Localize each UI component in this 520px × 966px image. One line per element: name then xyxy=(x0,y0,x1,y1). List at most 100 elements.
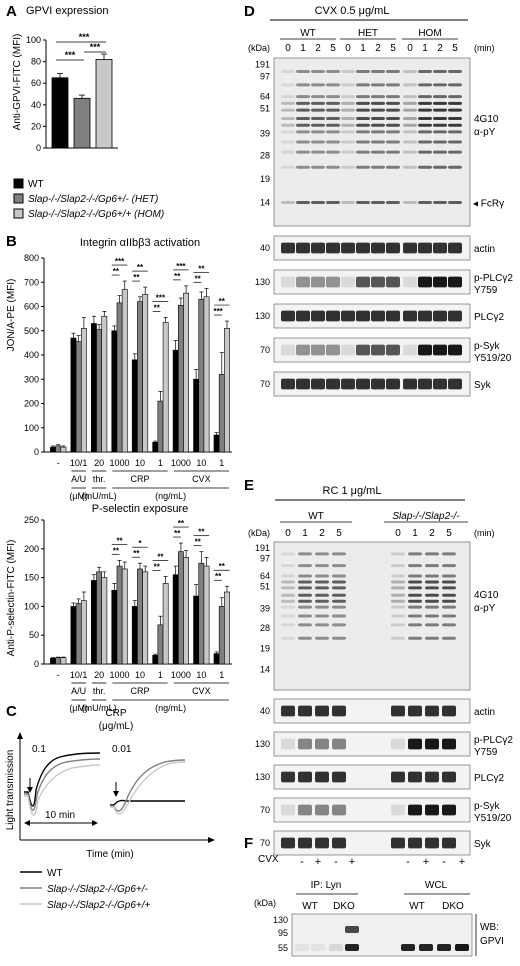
band-main xyxy=(298,574,312,578)
bar xyxy=(218,606,225,665)
band-strip xyxy=(326,242,340,254)
category-label: 1000 xyxy=(171,670,191,680)
band-strip xyxy=(298,837,312,849)
strip-label: Y519/20 xyxy=(474,813,512,824)
unit-label: (mU/mL) xyxy=(82,491,117,501)
band-main xyxy=(281,614,295,618)
band-main xyxy=(371,101,385,105)
band-strip xyxy=(433,310,447,322)
panel-a-ylabel: Anti-GPVI-FITC (MFI) xyxy=(12,34,23,131)
band-fcr xyxy=(386,200,400,204)
strip-mw: 40 xyxy=(260,706,270,716)
bar xyxy=(111,589,118,665)
time-label: 0 xyxy=(285,43,291,54)
bar xyxy=(183,292,189,453)
sig-marker: *** xyxy=(176,262,186,271)
group-label: CRP xyxy=(130,474,149,484)
band-main xyxy=(315,599,329,603)
band-main xyxy=(371,150,385,154)
band-strip xyxy=(386,242,400,254)
band-strip xyxy=(311,242,325,254)
category-label: 10 xyxy=(196,458,206,468)
band-main xyxy=(281,605,295,609)
band-main xyxy=(296,130,310,134)
band-main xyxy=(371,69,385,73)
tick-label-a: 20 xyxy=(31,121,41,131)
band-main xyxy=(281,593,295,597)
band-fcr xyxy=(341,200,355,204)
bar xyxy=(96,329,103,453)
band-strip xyxy=(326,276,340,288)
band-strip xyxy=(408,837,422,849)
band-main xyxy=(332,636,346,640)
sig-a-3: *** xyxy=(79,32,90,42)
group-label: HOM xyxy=(418,28,441,39)
band-main xyxy=(281,69,295,73)
band-main xyxy=(403,108,417,112)
bar xyxy=(157,400,164,453)
band-strip xyxy=(408,771,422,783)
band-fcr xyxy=(281,200,295,204)
band-main xyxy=(281,95,295,99)
panel-f-kda: (kDa) xyxy=(254,898,276,908)
band-main xyxy=(281,140,295,144)
band-main xyxy=(386,116,400,120)
band-main xyxy=(332,605,346,609)
band-main xyxy=(391,552,405,556)
blot-main-label: 4G10 xyxy=(474,590,499,601)
band-main xyxy=(341,95,355,99)
bar xyxy=(75,603,82,665)
panel-d-letter: D xyxy=(244,3,255,20)
bar xyxy=(162,321,169,453)
band-main xyxy=(418,116,432,120)
category-label: 10/1 xyxy=(70,670,88,680)
tick-label: 150 xyxy=(24,573,39,583)
blot-main-label: α-pY xyxy=(474,127,496,138)
band-strip xyxy=(442,705,456,717)
band-main xyxy=(442,586,456,590)
band-main xyxy=(408,580,422,584)
band-main xyxy=(433,83,447,87)
bar xyxy=(101,577,108,665)
band-strip xyxy=(311,344,325,356)
band-main xyxy=(356,123,370,127)
panel-d-header: CVX 0.5 μg/mL xyxy=(315,5,390,17)
band-strip xyxy=(425,738,439,750)
bar xyxy=(193,378,200,453)
band-f-gpvi xyxy=(295,944,309,951)
legend-a-hom: Slap-/-/Slap2-/-/Gp6+/+ (HOM) xyxy=(28,209,164,220)
band-main xyxy=(408,636,422,640)
cvx-sign: + xyxy=(349,856,355,868)
group-label: A/U xyxy=(71,474,86,484)
band-main xyxy=(418,123,432,127)
band-f-upper xyxy=(345,926,359,933)
band-main xyxy=(371,123,385,127)
f-group-label: DKO xyxy=(333,901,355,912)
time-label: 2 xyxy=(315,43,321,54)
panel-c-letter: C xyxy=(6,703,17,720)
time-label: 1 xyxy=(300,43,306,54)
band-strip xyxy=(298,804,312,816)
band-strip xyxy=(281,771,295,783)
category-label: - xyxy=(57,458,60,468)
tick-label: 400 xyxy=(24,350,39,360)
sig-marker: ** xyxy=(133,549,140,558)
mw-marker: 97 xyxy=(260,553,270,563)
band-main xyxy=(356,150,370,154)
band-main xyxy=(391,623,405,627)
tick-label: 200 xyxy=(24,544,39,554)
band-fcr xyxy=(433,200,447,204)
band-main xyxy=(326,150,340,154)
band-strip xyxy=(403,378,417,390)
band-main xyxy=(442,564,456,568)
band-strip xyxy=(442,837,456,849)
tick-label: 0 xyxy=(34,447,39,457)
mw-marker: 64 xyxy=(260,571,270,581)
tick-label-a: 60 xyxy=(31,78,41,88)
band-strip xyxy=(425,771,439,783)
mw-marker: 14 xyxy=(260,197,270,207)
time-label: 0 xyxy=(285,528,291,539)
band-main xyxy=(448,95,462,99)
